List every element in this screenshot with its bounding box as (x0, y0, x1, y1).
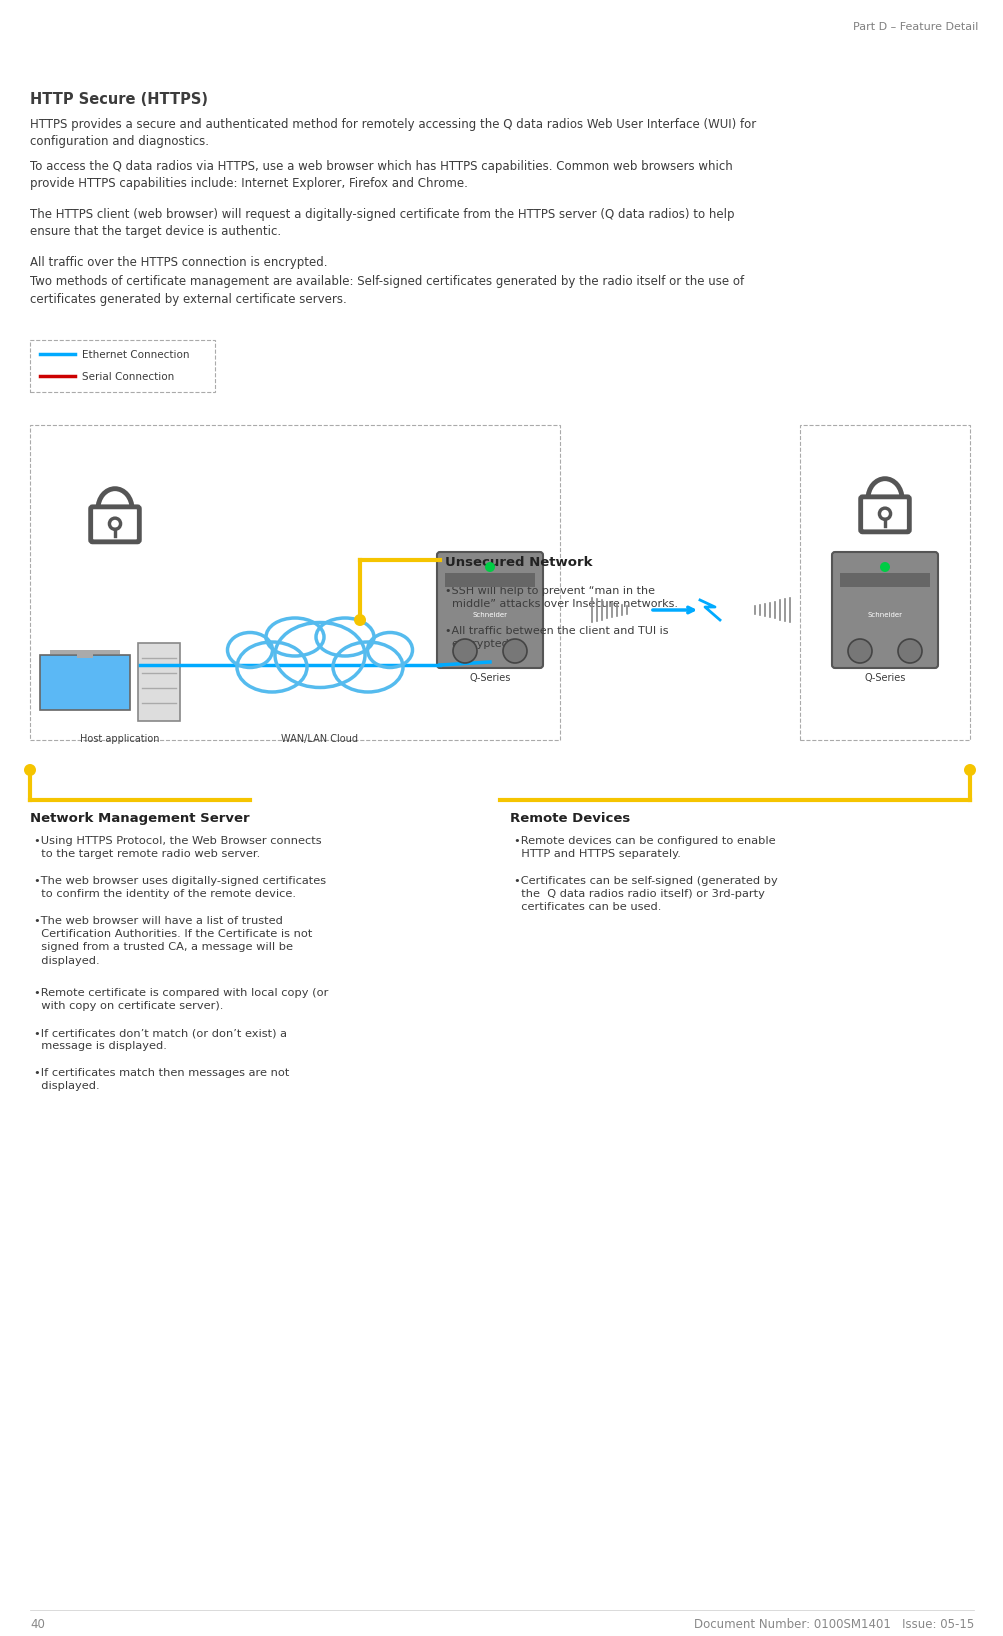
Text: •Certificates can be self-signed (generated by
  the  Q data radios radio itself: •Certificates can be self-signed (genera… (514, 875, 777, 913)
Text: Q-Series: Q-Series (468, 672, 511, 682)
Bar (77, 649, 93, 658)
FancyBboxPatch shape (831, 551, 937, 667)
Circle shape (109, 519, 120, 530)
Circle shape (503, 640, 527, 663)
Circle shape (963, 764, 975, 775)
Text: Remote Devices: Remote Devices (510, 811, 630, 825)
Bar (840, 573, 929, 587)
Circle shape (24, 764, 36, 775)
Circle shape (897, 640, 921, 663)
FancyBboxPatch shape (436, 551, 543, 667)
Text: •The web browser uses digitally-signed certificates
  to confirm the identity of: •The web browser uses digitally-signed c… (34, 875, 326, 900)
Circle shape (848, 640, 872, 663)
FancyBboxPatch shape (30, 425, 560, 739)
Text: All traffic over the HTTPS connection is encrypted.: All traffic over the HTTPS connection is… (30, 255, 327, 268)
Text: Serial Connection: Serial Connection (82, 371, 175, 381)
Circle shape (484, 563, 494, 573)
Text: Unsecured Network: Unsecured Network (444, 556, 592, 569)
Text: •Remote certificate is compared with local copy (or
  with copy on certificate s: •Remote certificate is compared with loc… (34, 988, 328, 1011)
Ellipse shape (333, 641, 402, 692)
Text: •If certificates don’t match (or don’t exist) a
  message is displayed.: •If certificates don’t match (or don’t e… (34, 1027, 287, 1052)
Text: HTTP Secure (HTTPS): HTTP Secure (HTTPS) (30, 92, 208, 106)
Circle shape (452, 640, 476, 663)
Bar (444, 573, 535, 587)
FancyBboxPatch shape (799, 425, 969, 739)
Text: To access the Q data radios via HTTPS, use a web browser which has HTTPS capabil: To access the Q data radios via HTTPS, u… (30, 160, 732, 190)
Text: Q-Series: Q-Series (864, 672, 905, 682)
Text: Document Number: 0100SM1401   Issue: 05-15: Document Number: 0100SM1401 Issue: 05-15 (693, 1618, 973, 1631)
Circle shape (879, 509, 890, 519)
Ellipse shape (316, 618, 374, 656)
Text: •If certificates match then messages are not
  displayed.: •If certificates match then messages are… (34, 1068, 289, 1091)
Text: •SSH will help to prevent “man in the
  middle” attacks over Insecure networks.: •SSH will help to prevent “man in the mi… (444, 586, 677, 609)
Text: •The web browser will have a list of trusted
  Certification Authorities. If the: •The web browser will have a list of tru… (34, 916, 312, 965)
Text: Schneider: Schneider (472, 612, 507, 618)
Text: 40: 40 (30, 1618, 45, 1631)
FancyBboxPatch shape (137, 643, 180, 721)
Circle shape (354, 614, 366, 627)
Text: Host application: Host application (80, 735, 159, 744)
Ellipse shape (275, 623, 365, 687)
Ellipse shape (228, 633, 272, 667)
Text: •All traffic between the client and TUI is
  encrypted.: •All traffic between the client and TUI … (444, 627, 668, 649)
FancyBboxPatch shape (90, 507, 139, 542)
Text: Part D – Feature Detail: Part D – Feature Detail (852, 21, 977, 33)
Circle shape (879, 563, 889, 573)
Text: •Remote devices can be configured to enable
  HTTP and HTTPS separately.: •Remote devices can be configured to ena… (514, 836, 775, 859)
Text: Ethernet Connection: Ethernet Connection (82, 350, 190, 360)
FancyBboxPatch shape (40, 654, 129, 710)
Text: The HTTPS client (web browser) will request a digitally-signed certificate from : The HTTPS client (web browser) will requ… (30, 208, 734, 239)
FancyBboxPatch shape (30, 340, 215, 393)
Text: •Using HTTPS Protocol, the Web Browser connects
  to the target remote radio web: •Using HTTPS Protocol, the Web Browser c… (34, 836, 321, 859)
Ellipse shape (237, 641, 307, 692)
Text: HTTPS provides a secure and authenticated method for remotely accessing the Q da: HTTPS provides a secure and authenticate… (30, 118, 755, 149)
Ellipse shape (367, 633, 412, 667)
Text: WAN/LAN Cloud: WAN/LAN Cloud (281, 735, 358, 744)
Text: Schneider: Schneider (867, 612, 902, 618)
Text: Two methods of certificate management are available: Self-signed certificates ge: Two methods of certificate management ar… (30, 275, 743, 306)
Ellipse shape (266, 618, 324, 656)
FancyBboxPatch shape (860, 497, 909, 532)
Text: Network Management Server: Network Management Server (30, 811, 250, 825)
Bar (50, 649, 120, 654)
